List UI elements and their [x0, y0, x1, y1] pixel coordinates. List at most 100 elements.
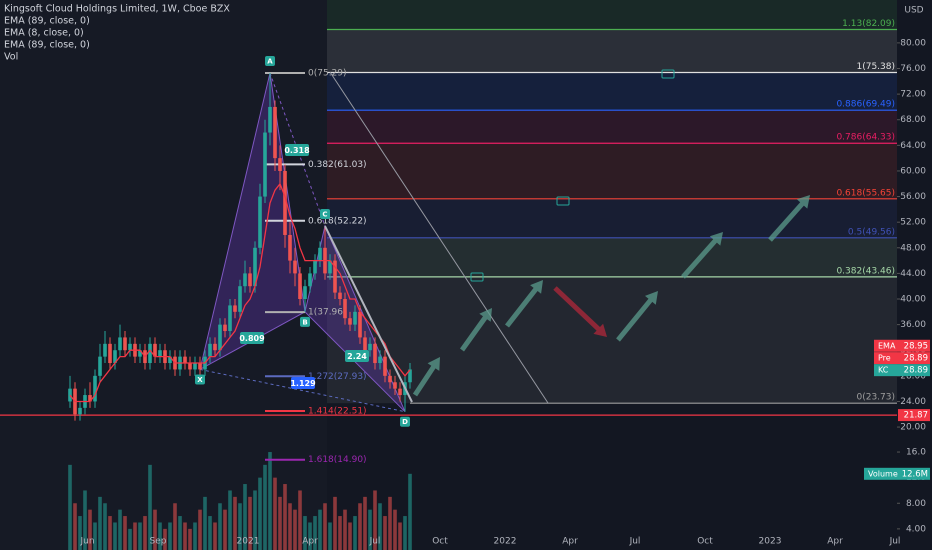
price-tag-value: 28.89 [904, 366, 928, 376]
price-tag [874, 364, 930, 377]
candle-body [328, 260, 332, 274]
volume-bar [218, 503, 222, 550]
y-tick-label: 80.00 [900, 38, 926, 48]
volume-tag-value: 12.6M [902, 469, 928, 479]
fib-band [327, 237, 897, 277]
volume-bar [253, 490, 257, 550]
ratio-badge [240, 332, 264, 344]
x-tick-label: Apr [302, 537, 318, 547]
volume-bar [168, 522, 172, 550]
candle-body [68, 388, 72, 402]
volume-bar [298, 490, 302, 550]
volume-bar [328, 522, 332, 550]
fib-band [327, 143, 897, 199]
y-tick-label: 28.00 [900, 371, 926, 381]
price-tag-value: 28.89 [904, 354, 928, 364]
candle-body [253, 247, 257, 287]
pattern-level-label: 0(75.29) [308, 69, 347, 79]
candle-body [218, 324, 222, 351]
x-tick-label: Oct [432, 537, 448, 547]
candle-body [208, 343, 212, 357]
candle-body [298, 273, 302, 300]
projection-arrow [412, 357, 440, 397]
fib-label: 0.786(64.33) [836, 133, 895, 143]
volume-bar [368, 509, 372, 550]
fib-icon [661, 69, 675, 79]
candle-body [128, 343, 132, 351]
volume-bar [348, 522, 352, 550]
price-tag-name: Pre [878, 354, 891, 363]
volume-bar [308, 522, 312, 550]
fib-label: 1(75.38) [856, 62, 895, 72]
currency: USD [904, 6, 923, 16]
candle-body [78, 407, 82, 415]
x-tick-label: Sep [150, 537, 167, 547]
volume-tag [864, 467, 930, 480]
ratio-label: 0.809 [239, 334, 265, 343]
candle-body [333, 260, 337, 293]
candle-body [168, 356, 172, 364]
volume-bar [208, 516, 212, 550]
y-tick-label: 48.00 [900, 243, 926, 253]
fib-label: 0.5(49.56) [848, 227, 895, 237]
candle-body [383, 356, 387, 376]
trend-line [329, 71, 549, 404]
volume-bar [193, 522, 197, 550]
price-tag-name: KC [878, 366, 889, 375]
projection-arrow [616, 291, 658, 342]
volume-bar [88, 509, 92, 550]
x-tick-label: Oct [697, 537, 713, 547]
candle-body [273, 106, 277, 159]
y-tick-label: 60.00 [900, 166, 926, 176]
volume-bar [143, 516, 147, 550]
volume-bar [163, 528, 167, 550]
price-tag [898, 409, 930, 422]
candle-body [313, 260, 317, 274]
volume-bar [248, 496, 252, 550]
y-tick-label: 24.00 [900, 397, 926, 407]
fib-label: 0(23.73) [856, 393, 895, 403]
ratio-label: 0.318 [284, 146, 310, 155]
point-badge [300, 316, 310, 327]
fib-band [327, 72, 897, 111]
x-tick-label: Jul [629, 537, 641, 547]
volume-bar [78, 516, 82, 550]
price-tag-name: EMA [878, 341, 896, 350]
candle-body [113, 350, 117, 364]
volume-bar [198, 509, 202, 550]
legend-indicator: EMA (89, close, 0) [4, 40, 90, 51]
fib-label: 0.382(43.46) [836, 266, 895, 276]
volume-bar [118, 509, 122, 550]
volume-bar [73, 503, 77, 550]
projection-arrow [505, 280, 543, 328]
pattern-level-label: 1.414(22.51) [308, 406, 367, 416]
candle-body [398, 388, 402, 396]
point-label: X [197, 376, 203, 384]
volume-bar [238, 503, 242, 550]
ratio-badge [345, 350, 369, 362]
legend-indicator: EMA (89, close, 0) [4, 16, 90, 27]
pattern-level-label: 0.618(52.22) [308, 216, 367, 226]
volume-bar [173, 503, 177, 550]
volume-bar [388, 496, 392, 550]
volume-bar [108, 516, 112, 550]
volume-bar [293, 509, 297, 550]
ratio-label: 2.24 [347, 352, 367, 361]
x-tick-label: Apr [827, 537, 843, 547]
x-tick-label: 2023 [759, 537, 782, 547]
candle-body [188, 363, 192, 370]
price-tag [874, 352, 930, 365]
volume-bar [408, 473, 412, 550]
fib-label: 1.13(82.09) [842, 19, 895, 29]
legend-indicator: EMA (8, close, 0) [4, 28, 84, 39]
fib-layer: 1.13(82.09) 1(75.38) 0.886(69.49) 0.786(64.… [327, 0, 897, 404]
volume-bar [228, 490, 232, 550]
candle-body [93, 375, 97, 402]
ema-line [69, 182, 411, 403]
candle-body [288, 234, 292, 261]
candle-body [118, 337, 122, 351]
x-tick-label: 2022 [494, 537, 517, 547]
candle-body [213, 343, 217, 351]
volume-bar [373, 490, 377, 550]
